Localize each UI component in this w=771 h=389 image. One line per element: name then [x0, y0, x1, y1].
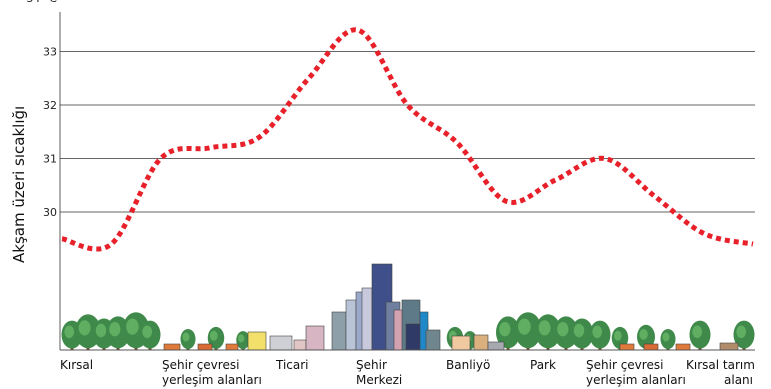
- category-label: yerleşim alanları: [162, 373, 262, 387]
- y-tick-label: 33: [43, 46, 57, 59]
- y-tick-label: 31: [43, 153, 57, 166]
- category-label: Kırsal: [60, 358, 93, 372]
- y-tick-label: 34 °C: [26, 0, 57, 5]
- category-label: Şehir: [356, 358, 387, 372]
- y-axis-label: Akşam üzeri sıcaklığı: [10, 106, 28, 263]
- temperature-line: [61, 27, 754, 252]
- category-label: alanı: [724, 373, 753, 387]
- y-tick-label: 32: [43, 99, 57, 112]
- category-label: Park: [530, 358, 556, 372]
- category-label: Banliyö: [446, 358, 490, 372]
- category-label: Şehir çevresi: [162, 358, 239, 372]
- category-label: Ticari: [275, 358, 309, 372]
- gridlines: [60, 51, 755, 213]
- series-line: [61, 27, 754, 252]
- axes: 30 31 32 33 34 °C: [26, 0, 755, 351]
- category-label: Kırsal tarım: [686, 358, 755, 372]
- y-tick-label: 30: [43, 206, 57, 219]
- category-label: yerleşim alanları: [586, 373, 686, 387]
- category-label: Merkezi: [356, 373, 402, 387]
- city-skyline-illustration: [61, 263, 755, 351]
- category-label: Şehir çevresi: [586, 358, 663, 372]
